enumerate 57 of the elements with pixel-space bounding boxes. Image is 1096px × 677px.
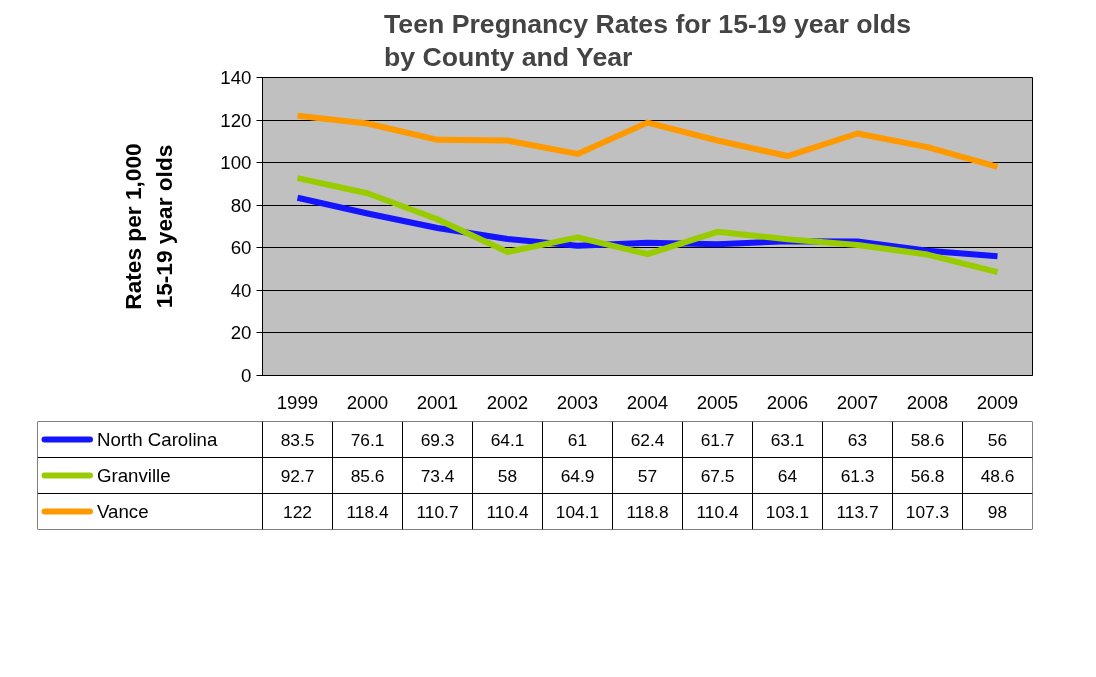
data-label: 103.1 — [765, 501, 810, 522]
x-tick-label: 2000 — [346, 391, 389, 413]
data-label: 83.5 — [280, 429, 315, 450]
data-label: 64.1 — [490, 429, 525, 450]
data-label: 118.8 — [626, 501, 669, 522]
data-label: 98 — [987, 501, 1008, 522]
y-tick-label: 100 — [220, 152, 252, 174]
data-label: 85.6 — [350, 465, 385, 486]
legend-label: North Carolina — [97, 429, 218, 450]
x-tick-label: 2005 — [696, 391, 739, 413]
data-label: 61.3 — [840, 465, 875, 486]
legend-label: Vance — [97, 501, 149, 522]
x-tick-label: 2003 — [556, 391, 599, 413]
y-tick-label: 20 — [230, 322, 252, 344]
data-label: 110.4 — [696, 501, 739, 522]
data-label: 56.8 — [910, 465, 945, 486]
y-tick-label: 0 — [241, 365, 252, 386]
y-tick-label: 80 — [230, 194, 252, 216]
data-label: 56 — [987, 429, 1008, 450]
x-tick-label: 2004 — [626, 391, 669, 413]
data-label: 73.4 — [420, 465, 455, 486]
data-label: 64.9 — [560, 465, 595, 486]
y-tick-label: 120 — [220, 109, 252, 131]
legend-label: Granville — [97, 465, 171, 486]
data-label: 118.4 — [346, 501, 389, 522]
data-label: 104.1 — [555, 501, 600, 522]
y-axis-title: Rates per 1,000 15-19 year olds — [120, 143, 178, 310]
y-tick-label: 60 — [230, 237, 252, 259]
data-label: 61 — [567, 429, 588, 450]
data-label: 57 — [637, 465, 658, 486]
x-tick-label: 2008 — [906, 391, 949, 413]
data-label: 122 — [283, 501, 312, 522]
data-label: 110.7 — [416, 501, 459, 522]
y-tick-label: 140 — [220, 67, 252, 88]
data-label: 64 — [777, 465, 798, 486]
data-label: 67.5 — [700, 465, 735, 486]
x-tick-label: 2007 — [836, 391, 879, 413]
data-label: 63 — [847, 429, 868, 450]
data-label: 92.7 — [280, 465, 315, 486]
y-tick-label: 40 — [230, 279, 252, 301]
data-label: 113.7 — [836, 501, 879, 522]
data-label: 61.7 — [700, 429, 735, 450]
chart-title: Teen Pregnancy Rates for 15-19 year olds by County and Year — [384, 8, 911, 72]
x-tick-label: 1999 — [276, 391, 319, 413]
data-label: 69.3 — [420, 429, 455, 450]
data-label: 76.1 — [350, 429, 385, 450]
data-label: 58.6 — [910, 429, 945, 450]
data-label: 63.1 — [770, 429, 805, 450]
x-tick-label: 2002 — [486, 391, 529, 413]
x-tick-label: 2009 — [976, 391, 1019, 413]
x-tick-label: 2006 — [766, 391, 809, 413]
data-label: 62.4 — [630, 429, 665, 450]
data-label: 110.4 — [486, 501, 529, 522]
data-label: 48.6 — [980, 465, 1015, 486]
data-label: 107.3 — [905, 501, 950, 522]
data-label: 58 — [497, 465, 518, 486]
x-tick-label: 2001 — [416, 391, 459, 413]
